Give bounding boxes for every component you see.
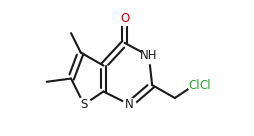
Circle shape	[77, 98, 91, 111]
Circle shape	[188, 79, 201, 92]
Text: S: S	[80, 98, 88, 111]
Text: NH: NH	[140, 49, 158, 62]
Text: N: N	[125, 98, 134, 111]
Text: Cl: Cl	[199, 78, 211, 92]
Circle shape	[117, 11, 132, 26]
Circle shape	[123, 98, 136, 111]
Text: Cl: Cl	[188, 78, 200, 92]
Circle shape	[141, 48, 157, 64]
Text: O: O	[120, 12, 129, 25]
